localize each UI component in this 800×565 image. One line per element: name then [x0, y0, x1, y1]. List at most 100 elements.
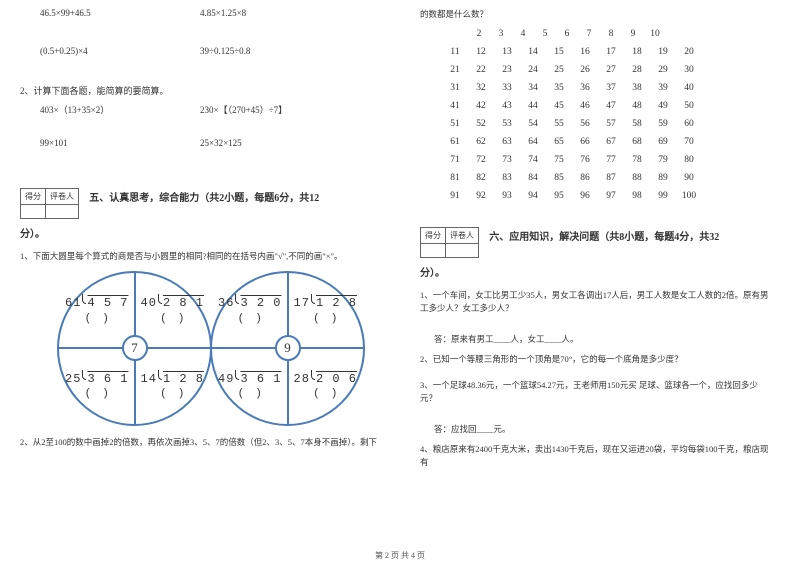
grid-num: 4 [512, 25, 534, 43]
grid-num: 85 [546, 169, 572, 187]
grid-num: 57 [598, 115, 624, 133]
q6-1: 1、一个车间，女工比男工少35人，男女工各调出17人后，男工人数是女工人数的2倍… [420, 289, 770, 315]
grid-num: 18 [624, 43, 650, 61]
grid-num: 95 [546, 187, 572, 205]
grid-num: 32 [468, 79, 494, 97]
grid-num: 16 [572, 43, 598, 61]
quad: 363 2 0( ) [212, 273, 288, 349]
grid-num: 17 [598, 43, 624, 61]
quad: 282 0 6( ) [288, 348, 364, 424]
grid-num: 45 [546, 97, 572, 115]
grid-num: 64 [520, 133, 546, 151]
grid-num: 2 [468, 25, 490, 43]
section-5-tail: 分）。 [20, 227, 382, 242]
grid-num: 19 [650, 43, 676, 61]
grid-num: 92 [468, 187, 494, 205]
q6-2: 2、已知一个等腰三角形的一个顶角是70°，它的每一个底角是多少度？ [420, 353, 770, 366]
grid-num: 100 [676, 187, 702, 205]
grid-num: 67 [598, 133, 624, 151]
grid-num: 36 [572, 79, 598, 97]
page-footer: 第 2 页 共 4 页 [0, 550, 800, 561]
grid-num: 88 [624, 169, 650, 187]
expr: (0.5+0.25)×4 [40, 46, 200, 56]
grid-num: 98 [624, 187, 650, 205]
grid-num: 29 [650, 61, 676, 79]
expr-row-1: 46.5×99+46.5 4.85×1.25×8 [40, 8, 382, 18]
grid-num: 82 [468, 169, 494, 187]
score-h2: 评卷人 [446, 228, 479, 244]
grid-num: 61 [442, 133, 468, 151]
grid-num: 87 [598, 169, 624, 187]
expr: 230×【（270+45）÷7】 [200, 103, 360, 116]
grid-num: 54 [520, 115, 546, 133]
q5-2-cont: 的数都是什么数？ [420, 8, 770, 21]
grid-num: 55 [546, 115, 572, 133]
grid-num: 34 [520, 79, 546, 97]
grid-num: 47 [598, 97, 624, 115]
grid-num: 49 [650, 97, 676, 115]
grid-num: 13 [494, 43, 520, 61]
circle-1: 7 614 5 7( ) 402 8 1( ) 253 6 1( ) 141 2… [57, 271, 212, 426]
expr: 39÷0.125÷0.8 [200, 46, 360, 56]
grid-num: 70 [676, 133, 702, 151]
grid-num: 96 [572, 187, 598, 205]
calc-row-1: 403×（13+35×2） 230×【（270+45）÷7】 [40, 103, 382, 116]
expr-row-2: (0.5+0.25)×4 39÷0.125÷0.8 [40, 46, 382, 56]
grid-num: 42 [468, 97, 494, 115]
grid-num: 97 [598, 187, 624, 205]
grid-num: 37 [598, 79, 624, 97]
grid-num: 79 [650, 151, 676, 169]
q5-2: 2、从2至100的数中画掉2的倍数，再依次画掉3、5、7的倍数（但2、3、5、7… [20, 436, 382, 449]
quad: 614 5 7( ) [59, 273, 135, 349]
grid-num: 53 [494, 115, 520, 133]
grid-num: 3 [490, 25, 512, 43]
expr: 4.85×1.25×8 [200, 8, 360, 18]
grid-num: 51 [442, 115, 468, 133]
section-5-header: 得分评卷人 五、认真思考，综合能力（共2小题，每题6分，共12 [20, 174, 382, 219]
grid-num: 74 [520, 151, 546, 169]
quad: 141 2 8( ) [135, 348, 211, 424]
grid-num: 30 [676, 61, 702, 79]
q6-4: 4、粮店原来有2400千克大米，卖出1430千克后，现在又运进20袋，平均每袋1… [420, 443, 770, 469]
grid-num: 83 [494, 169, 520, 187]
grid-num: 10 [644, 25, 666, 43]
grid-num: 91 [442, 187, 468, 205]
calc-row-2: 99×101 25×32×125 [40, 138, 382, 148]
calc-heading: 2、计算下面各题，能简算的要简算。 [20, 84, 382, 97]
grid-num: 60 [676, 115, 702, 133]
grid-num: 7 [578, 25, 600, 43]
grid-num: 68 [624, 133, 650, 151]
grid-num: 86 [572, 169, 598, 187]
grid-num: 5 [534, 25, 556, 43]
grid-num: 78 [624, 151, 650, 169]
grid-num: 65 [546, 133, 572, 151]
number-grid: 2345678910 11121314151617181920212223242… [420, 25, 770, 205]
circle-2: 9 363 2 0( ) 171 2 8( ) 493 6 1( ) 282 0… [210, 271, 365, 426]
grid-num: 75 [546, 151, 572, 169]
score-h2: 评卷人 [46, 189, 79, 205]
grid-num: 50 [676, 97, 702, 115]
expr: 403×（13+35×2） [40, 103, 200, 116]
grid-num: 48 [624, 97, 650, 115]
grid-num: 84 [520, 169, 546, 187]
circles: 7 614 5 7( ) 402 8 1( ) 253 6 1( ) 141 2… [40, 271, 382, 426]
quad: 171 2 8( ) [288, 273, 364, 349]
section-5-title: 五、认真思考，综合能力（共2小题，每题6分，共12 [89, 193, 319, 204]
grid-num: 77 [598, 151, 624, 169]
grid-num: 24 [520, 61, 546, 79]
grid-num: 59 [650, 115, 676, 133]
grid-num: 71 [442, 151, 468, 169]
grid-num: 22 [468, 61, 494, 79]
grid-num: 63 [494, 133, 520, 151]
grid-num: 28 [624, 61, 650, 79]
grid-num: 81 [442, 169, 468, 187]
expr: 99×101 [40, 138, 200, 148]
grid-num: 40 [676, 79, 702, 97]
grid-num: 26 [572, 61, 598, 79]
score-box: 得分评卷人 [420, 227, 479, 258]
grid-num: 89 [650, 169, 676, 187]
grid-num: 8 [600, 25, 622, 43]
grid-num: 25 [546, 61, 572, 79]
grid-num: 9 [622, 25, 644, 43]
grid-num: 12 [468, 43, 494, 61]
